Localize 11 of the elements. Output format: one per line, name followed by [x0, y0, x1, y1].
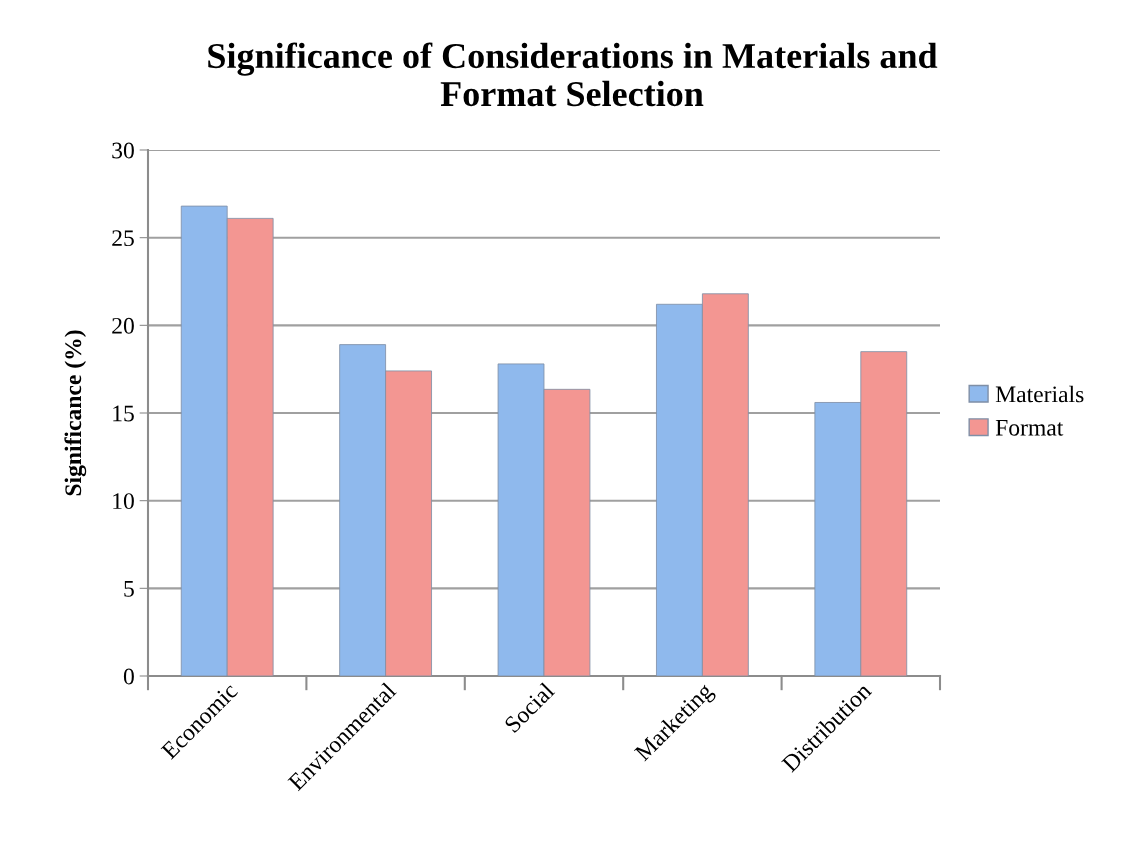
y-tick-label: 25 [112, 230, 134, 247]
y-tick-label: 10 [113, 493, 134, 510]
y-axis-title: Significance (%) [64, 330, 87, 496]
legend-label: Format [995, 419, 1064, 436]
legend-label: Materials [995, 385, 1084, 403]
y-tick-label: 20 [112, 317, 134, 334]
y-tick-label: 5 [124, 581, 134, 597]
y-tick-label: 15 [113, 405, 134, 422]
y-tick-label: 0 [123, 668, 134, 685]
chart-title: Significance of Considerations in Materials and Format Selection [208, 42, 938, 107]
y-tick-label: 30 [112, 142, 134, 159]
